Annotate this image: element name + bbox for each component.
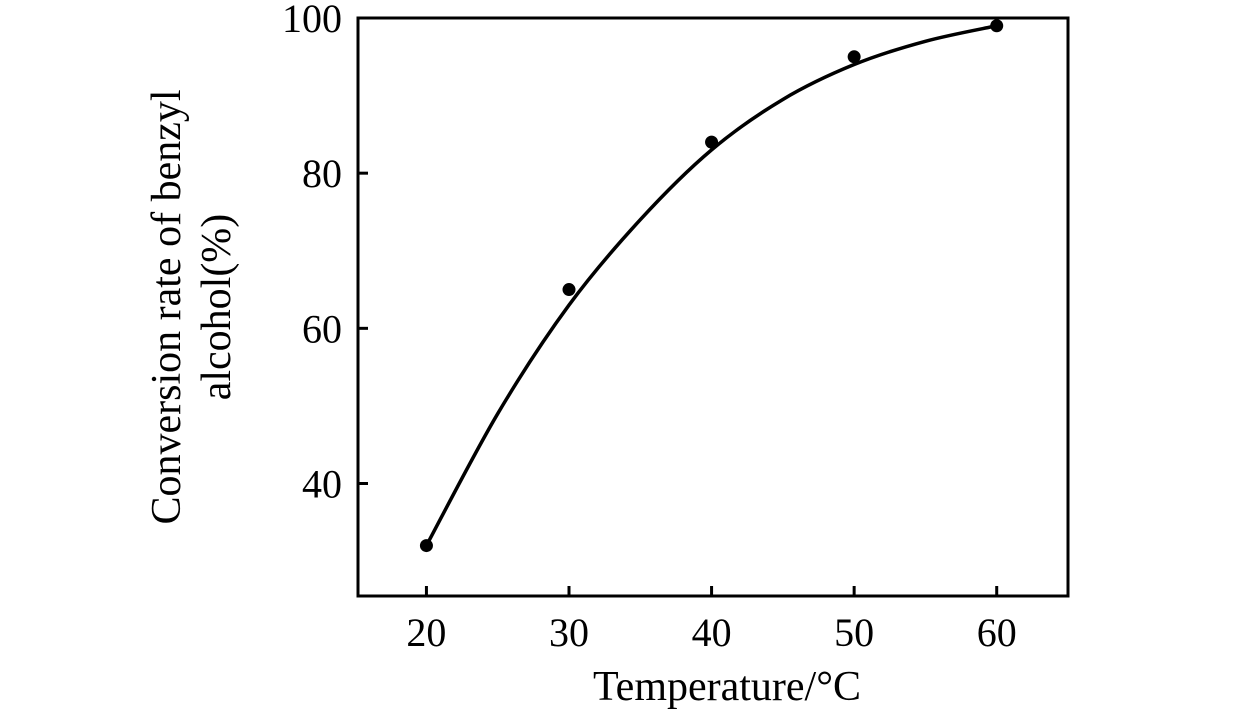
data-point xyxy=(705,135,719,149)
y-axis: 40 60 80 100 xyxy=(282,0,368,507)
y-axis-title-line-1: Conversion rate of benzyl xyxy=(144,89,190,524)
y-axis-title-line-2: alcohol(%) xyxy=(194,214,240,401)
fit-curve-line xyxy=(424,24,998,547)
data-point xyxy=(990,19,1004,33)
y-tick-label: 100 xyxy=(282,0,342,41)
y-tick-label: 60 xyxy=(302,306,342,351)
x-axis-title: Temperature/°C xyxy=(593,664,861,709)
x-axis: 20 30 40 50 60 xyxy=(406,586,1017,655)
data-points xyxy=(419,19,1004,553)
data-point xyxy=(847,50,861,64)
x-tick-label: 50 xyxy=(834,610,874,655)
data-point xyxy=(562,283,576,297)
x-tick-label: 20 xyxy=(406,610,446,655)
x-tick-label: 30 xyxy=(549,610,589,655)
y-axis-title-group: Conversion rate of benzyl alcohol(%) xyxy=(144,89,240,524)
plot-frame xyxy=(356,16,1070,598)
x-tick-label: 40 xyxy=(692,610,732,655)
y-tick-label: 40 xyxy=(302,462,342,507)
y-tick-label: 80 xyxy=(302,151,342,196)
data-point xyxy=(419,539,433,553)
x-tick-label: 60 xyxy=(977,610,1017,655)
